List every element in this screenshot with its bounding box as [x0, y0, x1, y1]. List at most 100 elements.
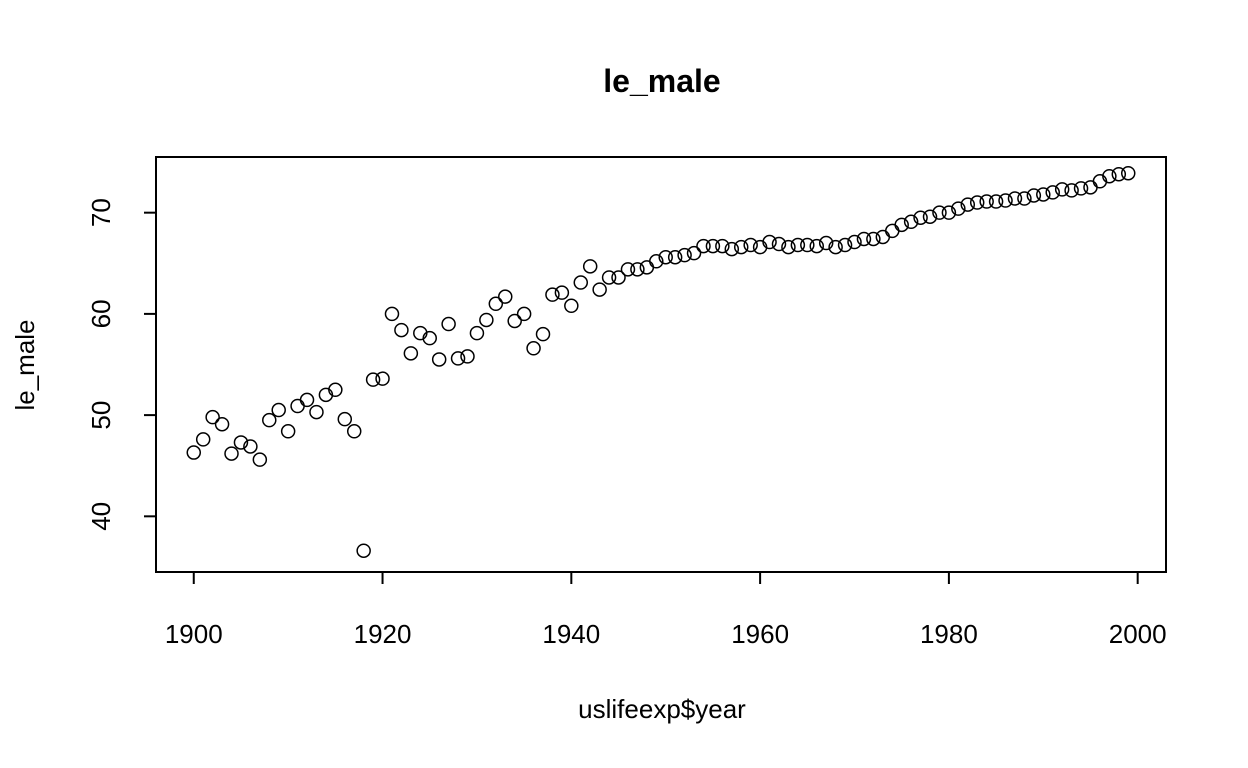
data-point: [1007, 191, 1023, 206]
data-points: [186, 165, 1136, 558]
data-point: [214, 416, 230, 432]
data-point: [988, 194, 1004, 209]
data-point: [1036, 187, 1051, 202]
data-point: [592, 282, 607, 297]
data-point: [932, 205, 947, 220]
data-point: [309, 404, 324, 420]
data-point: [526, 341, 541, 356]
data-point: [960, 197, 976, 212]
data-point: [620, 262, 636, 277]
data-point: [837, 237, 853, 253]
data-point: [262, 412, 277, 428]
data-point: [790, 237, 806, 253]
data-point: [516, 306, 532, 322]
data-point: [847, 234, 862, 250]
data-point: [394, 322, 409, 338]
x-tick-label: 1900: [165, 619, 223, 649]
data-point: [1045, 185, 1060, 200]
data-point: [280, 424, 296, 439]
data-point: [403, 346, 419, 361]
data-point: [564, 298, 579, 314]
data-point: [233, 435, 249, 450]
data-point: [781, 239, 796, 255]
plot-frame: [155, 156, 1167, 573]
data-point: [649, 254, 664, 269]
x-axis-label: uslifeexp$year: [578, 694, 746, 724]
data-point: [1073, 181, 1089, 196]
data-point: [1120, 165, 1136, 181]
data-point: [866, 231, 881, 247]
data-point: [667, 249, 683, 265]
data-point: [658, 249, 673, 265]
data-point: [205, 409, 220, 425]
data-point: [1111, 166, 1127, 182]
x-tick-label: 1960: [731, 619, 789, 649]
y-tick-label: 50: [86, 401, 116, 430]
x-tick-label: 2000: [1109, 619, 1167, 649]
data-point: [771, 236, 787, 252]
data-point: [828, 239, 843, 255]
data-point: [328, 382, 343, 398]
data-point: [224, 446, 239, 461]
data-point: [998, 193, 1013, 208]
x-tick-label: 1920: [354, 619, 412, 649]
y-axis-label: le_male: [10, 319, 40, 410]
data-point: [733, 239, 749, 255]
data-point: [715, 238, 730, 254]
chart-title: le_male: [603, 63, 720, 99]
data-point: [894, 217, 909, 233]
data-point: [195, 432, 211, 447]
data-point: [535, 326, 551, 342]
data-point: [441, 316, 456, 332]
data-point: [677, 247, 692, 263]
y-tick-label: 40: [86, 502, 116, 531]
data-point: [705, 238, 721, 254]
data-point: [186, 445, 202, 460]
data-point: [1102, 168, 1117, 184]
data-point: [299, 392, 315, 408]
data-point: [498, 289, 513, 304]
data-point: [573, 275, 589, 290]
data-point: [479, 312, 494, 328]
data-point: [1083, 180, 1098, 195]
data-point: [346, 424, 362, 439]
data-point: [271, 402, 286, 418]
data-point: [290, 398, 305, 414]
data-point: [356, 543, 371, 558]
data-point: [243, 439, 258, 454]
data-point: [724, 241, 740, 257]
data-point: [450, 351, 466, 366]
data-point: [507, 313, 522, 329]
data-point: [696, 238, 711, 254]
data-point: [554, 285, 570, 300]
data-point: [488, 296, 504, 312]
data-point: [913, 210, 928, 225]
data-point: [969, 195, 985, 210]
data-point: [582, 259, 598, 274]
data-point: [885, 223, 900, 239]
data-point: [422, 330, 437, 346]
data-point: [375, 371, 390, 386]
data-point: [469, 325, 485, 341]
data-point: [743, 237, 758, 253]
x-tick-label: 1940: [542, 619, 600, 649]
data-point: [601, 270, 617, 285]
data-point: [431, 352, 447, 367]
y-tick-label: 70: [86, 198, 116, 227]
data-point: [856, 231, 872, 247]
data-point: [1064, 183, 1079, 198]
y-tick-label: 60: [86, 299, 116, 328]
x-tick-label: 1980: [920, 619, 978, 649]
data-point: [252, 452, 268, 467]
data-point: [809, 238, 824, 254]
data-point: [545, 287, 560, 302]
data-point: [365, 372, 381, 387]
data-point: [800, 237, 815, 253]
data-point: [639, 260, 655, 275]
y-axis: 40 50 60 70: [86, 198, 157, 531]
data-point: [1054, 182, 1070, 197]
data-point: [903, 214, 919, 230]
data-point: [384, 306, 400, 322]
data-point: [875, 229, 891, 245]
